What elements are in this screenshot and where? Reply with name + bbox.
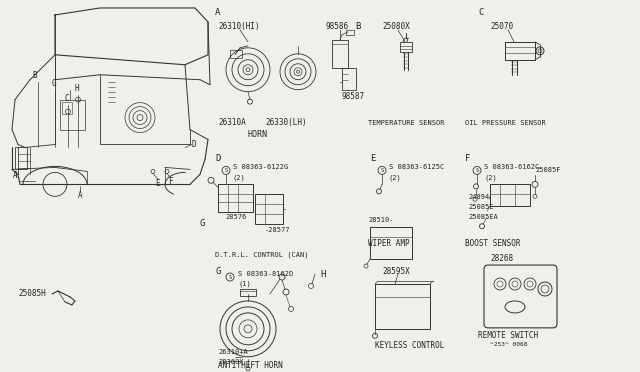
Text: S 08363-6122G: S 08363-6122G bbox=[233, 164, 288, 170]
Bar bbox=[490, 185, 530, 206]
Text: G: G bbox=[215, 267, 220, 276]
Bar bbox=[60, 100, 85, 129]
Text: E: E bbox=[155, 179, 159, 188]
Bar bbox=[240, 289, 256, 296]
Text: S 08363-6125C: S 08363-6125C bbox=[389, 164, 444, 170]
Text: S 08363-8162D: S 08363-8162D bbox=[238, 271, 293, 277]
Text: 26310+A: 26310+A bbox=[218, 349, 248, 355]
Bar bbox=[375, 284, 430, 329]
Text: H: H bbox=[320, 270, 325, 279]
Bar bbox=[255, 194, 283, 224]
Text: REMOTE SWITCH: REMOTE SWITCH bbox=[478, 331, 538, 340]
Text: D: D bbox=[192, 140, 196, 148]
Text: KEYLESS CONTROL: KEYLESS CONTROL bbox=[375, 341, 444, 350]
Text: BOOST SENSOR: BOOST SENSOR bbox=[465, 239, 520, 248]
Text: 26330(LH): 26330(LH) bbox=[265, 118, 307, 126]
Text: (2): (2) bbox=[484, 174, 497, 181]
Text: 98587: 98587 bbox=[342, 92, 365, 101]
Text: ANTITHEFT HORN: ANTITHEFT HORN bbox=[218, 361, 283, 370]
Text: F: F bbox=[168, 177, 173, 186]
Text: 28360X: 28360X bbox=[218, 359, 243, 365]
Text: 26310A: 26310A bbox=[218, 118, 246, 126]
Text: HORN: HORN bbox=[248, 129, 268, 138]
Text: 24894: 24894 bbox=[468, 194, 489, 200]
Bar bbox=[15, 147, 27, 169]
Text: A: A bbox=[13, 171, 18, 180]
Text: G: G bbox=[200, 219, 205, 228]
Bar bbox=[332, 40, 348, 68]
Text: 25085E: 25085E bbox=[468, 204, 493, 210]
Text: S 08363-6162C: S 08363-6162C bbox=[484, 164, 540, 170]
Text: G: G bbox=[52, 79, 56, 88]
Bar bbox=[505, 42, 535, 60]
Text: 28595X: 28595X bbox=[382, 267, 410, 276]
Text: 28510-: 28510- bbox=[368, 217, 394, 223]
Text: A: A bbox=[77, 191, 83, 201]
Text: C: C bbox=[65, 94, 69, 103]
Bar bbox=[346, 30, 354, 35]
Text: S: S bbox=[380, 168, 383, 173]
Text: ^253^ 0068: ^253^ 0068 bbox=[490, 342, 527, 347]
Bar bbox=[218, 185, 253, 212]
Text: -28577: -28577 bbox=[265, 227, 291, 233]
Text: 25080X: 25080X bbox=[382, 22, 410, 31]
Text: 26310(HI): 26310(HI) bbox=[218, 22, 260, 31]
Text: 28576: 28576 bbox=[225, 214, 246, 220]
Text: H: H bbox=[75, 84, 79, 93]
Text: S: S bbox=[476, 168, 479, 173]
Text: B: B bbox=[355, 22, 360, 31]
Text: (1): (1) bbox=[238, 281, 251, 287]
Bar bbox=[342, 68, 356, 90]
Text: S: S bbox=[228, 275, 232, 279]
Text: D.T.R.L. CONTROL (CAN): D.T.R.L. CONTROL (CAN) bbox=[215, 251, 308, 258]
Text: A: A bbox=[215, 8, 220, 17]
Bar bbox=[230, 50, 242, 58]
Text: C: C bbox=[478, 8, 483, 17]
Text: F: F bbox=[465, 154, 470, 163]
Text: 25085F: 25085F bbox=[535, 167, 561, 173]
Bar bbox=[400, 42, 412, 52]
Text: S: S bbox=[225, 168, 228, 173]
Text: B: B bbox=[33, 71, 37, 80]
Bar bbox=[370, 227, 412, 259]
Bar bbox=[62, 102, 72, 113]
Text: D: D bbox=[215, 154, 220, 163]
Text: 25085H: 25085H bbox=[18, 289, 45, 298]
Text: (2): (2) bbox=[233, 174, 246, 181]
Text: 25085EA: 25085EA bbox=[468, 214, 498, 220]
Text: TEMPERATURE SENSOR: TEMPERATURE SENSOR bbox=[368, 119, 445, 126]
Text: E: E bbox=[370, 154, 376, 163]
Text: OIL PRESSURE SENSOR: OIL PRESSURE SENSOR bbox=[465, 119, 546, 126]
Text: WIPER AMP: WIPER AMP bbox=[368, 239, 410, 248]
Text: (2): (2) bbox=[389, 174, 402, 181]
Text: 28268: 28268 bbox=[490, 254, 513, 263]
Text: 25070: 25070 bbox=[490, 22, 513, 31]
Text: 98586: 98586 bbox=[326, 22, 349, 31]
